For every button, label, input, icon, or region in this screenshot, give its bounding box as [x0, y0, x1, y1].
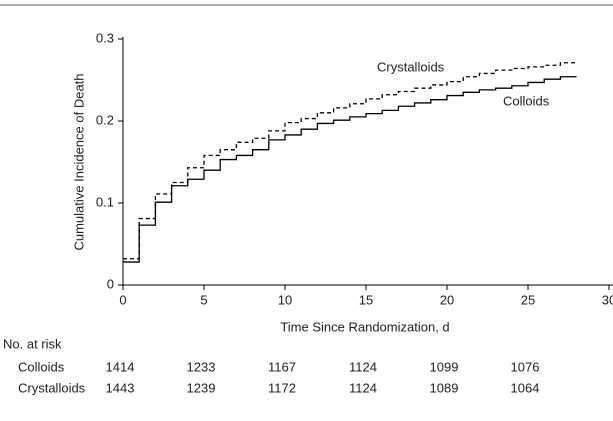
risk-value: 1064	[511, 380, 540, 395]
risk-value: 1124	[349, 380, 377, 395]
y-tick-label: 0.2	[96, 112, 114, 127]
x-axis-title: Time Since Randomization, d	[280, 319, 449, 334]
step-line	[123, 76, 577, 263]
risk-value: 1124	[349, 359, 377, 374]
x-tick-label: 5	[200, 292, 207, 307]
risk-value: 1089	[430, 380, 459, 395]
risk-value: 1233	[187, 359, 216, 374]
y-tick-label: 0.1	[96, 194, 114, 209]
risk-row-name: Colloids	[18, 359, 65, 374]
step-line	[123, 62, 577, 260]
risk-value: 1239	[187, 380, 216, 395]
x-tick-label: 10	[278, 292, 292, 307]
series-label: Crystalloids	[377, 59, 445, 74]
x-tick-label: 0	[119, 292, 126, 307]
risk-row-name: Crystalloids	[18, 380, 86, 395]
series-label: Colloids	[503, 93, 550, 108]
y-tick-label: 0	[107, 276, 114, 291]
risk-value: 1167	[268, 359, 296, 374]
risk-value: 1172	[268, 380, 296, 395]
risk-table-title: No. at risk	[3, 336, 62, 351]
risk-value: 1443	[106, 380, 135, 395]
x-tick-label: 15	[359, 292, 373, 307]
x-tick-label: 25	[521, 292, 535, 307]
y-axis-title: Cumulative Incidence of Death	[71, 73, 86, 250]
risk-value: 1076	[511, 359, 540, 374]
risk-value: 1099	[430, 359, 459, 374]
risk-value: 1414	[106, 359, 135, 374]
y-tick-label: 0.3	[96, 30, 114, 45]
x-tick-label: 30	[602, 292, 613, 307]
x-tick-label: 20	[440, 292, 454, 307]
